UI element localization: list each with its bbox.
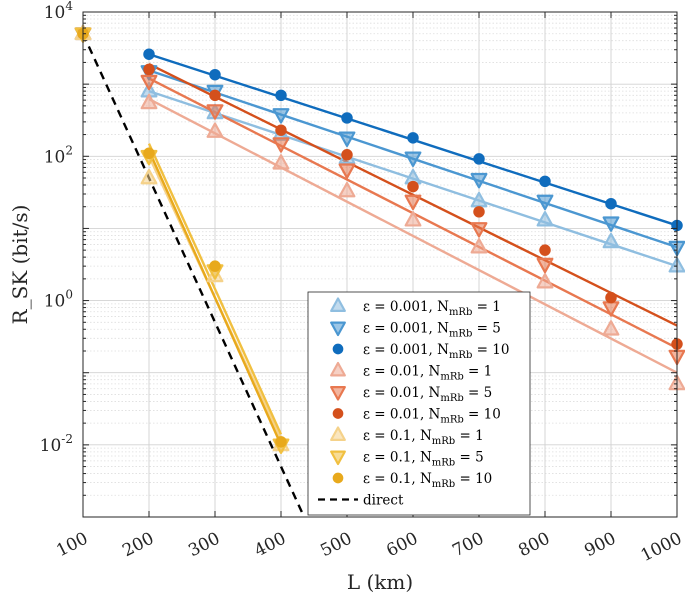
data-point-series-9 (275, 436, 287, 448)
data-point-series-4 (602, 320, 620, 336)
data-point-series-4 (470, 238, 488, 254)
data-point-series-3 (341, 112, 353, 124)
data-point-series-6 (539, 244, 551, 256)
x-tick-label: 200 (119, 529, 157, 562)
x-tick-labels: 100 200 300 400 500 600 700 800 900 1000 (53, 529, 685, 566)
data-point-series-2 (602, 216, 620, 232)
y-tick-label: 100 (44, 288, 73, 312)
minor-grid (83, 14, 677, 496)
y-tick-label: 104 (44, 0, 74, 23)
data-point-series-2 (470, 172, 488, 189)
data-point-series-2 (272, 108, 290, 124)
data-point-series-5 (338, 163, 356, 179)
data-point-series-3 (407, 132, 419, 144)
data-point-series-9 (143, 147, 155, 160)
data-point-series-5 (206, 104, 224, 120)
legend-marker (332, 472, 344, 484)
data-point-series-5 (272, 137, 290, 153)
y-tick-label: 102 (44, 143, 73, 167)
data-point-series-4 (206, 122, 224, 138)
y-axis-label: R_SK (bit/s) (8, 205, 32, 325)
fit-line-series-9 (147, 150, 283, 446)
x-tick-label: 500 (317, 529, 355, 562)
legend-box (307, 291, 531, 516)
data-point-series-6 (407, 180, 419, 193)
x-tick-label: 1000 (638, 529, 685, 566)
data-point-series-5 (470, 222, 488, 238)
data-point-series-3 (473, 153, 485, 165)
y-tick-label: 10-2 (40, 432, 73, 456)
data-point-series-2 (536, 194, 554, 211)
x-tick-label: 300 (185, 529, 223, 562)
x-tick-label: 100 (53, 529, 91, 562)
legend-marker (330, 386, 346, 401)
data-point-series-4 (404, 211, 422, 227)
legend-marker (332, 343, 344, 355)
data-point-series-2 (338, 131, 356, 148)
x-tick-label: 700 (449, 529, 487, 562)
data-point-series-5 (536, 257, 554, 274)
data-point-series-1 (602, 232, 620, 249)
data-point-series-5 (140, 74, 158, 91)
data-point-series-5 (404, 194, 422, 211)
data-point-series-6 (605, 291, 617, 304)
legend-marker (330, 297, 346, 312)
legend-entry-label: ε = 0.01, NmRb = 5 (363, 385, 492, 404)
x-tick-label: 900 (581, 529, 619, 562)
legend-entry-label: ε = 0.1, NmRb = 10 (363, 471, 492, 490)
legend-entry-label: ε = 0.001, NmRb = 1 (363, 299, 501, 318)
legend-marker (332, 408, 344, 419)
legend-entry-label: ε = 0.01, NmRb = 10 (363, 407, 501, 426)
data-point-series-6 (341, 149, 353, 161)
legend-entry-label: ε = 0.1, NmRb = 5 (363, 450, 484, 469)
data-point-series-3 (605, 197, 617, 210)
data-markers (74, 24, 685, 455)
data-point-series-7 (140, 168, 158, 185)
legend-marker (330, 426, 346, 441)
fit-line-series-8 (147, 143, 283, 435)
data-point-series-3 (143, 48, 155, 60)
fit-line-series-4 (148, 98, 678, 374)
legend-entry-label: direct (363, 493, 404, 509)
data-point-series-4 (338, 181, 356, 198)
data-point-series-2 (404, 151, 422, 168)
legend-entry-label: ε = 0.1, NmRb = 1 (363, 428, 484, 447)
x-tick-label: 800 (515, 529, 553, 562)
y-tick-labels: 104 102 100 10-2 (40, 0, 74, 456)
direct-line (81, 33, 306, 518)
data-point-series-5 (602, 301, 620, 317)
data-point-series-6 (209, 89, 221, 102)
data-point-series-4 (536, 273, 554, 289)
legend-entry-label: ε = 0.001, NmRb = 10 (363, 342, 509, 361)
data-point-series-6 (143, 63, 155, 76)
legend-entry-label: ε = 0.01, NmRb = 1 (363, 364, 492, 383)
reference-line (81, 33, 306, 518)
data-point-series-4 (140, 93, 158, 110)
x-tick-label: 400 (251, 529, 289, 562)
legend-marker (330, 361, 346, 377)
data-point-series-6 (275, 124, 287, 136)
data-point-series-4 (272, 154, 290, 170)
data-point-series-9 (209, 260, 221, 272)
legend: ε = 0.001, NmRb = 1 ε = 0.001, NmRb = 5 ε … (307, 291, 531, 516)
legend-entry-label: ε = 0.001, NmRb = 5 (363, 321, 501, 340)
legend-marker (330, 450, 346, 466)
x-axis-label: L (km) (347, 570, 413, 594)
data-point-series-3 (539, 175, 551, 188)
data-point-series-6 (473, 206, 485, 218)
data-point-series-1 (536, 211, 554, 227)
x-tick-label: 600 (383, 529, 421, 562)
legend-marker (330, 321, 346, 337)
data-point-series-3 (209, 69, 221, 81)
axes-box (82, 11, 678, 518)
data-point-series-3 (275, 89, 287, 102)
